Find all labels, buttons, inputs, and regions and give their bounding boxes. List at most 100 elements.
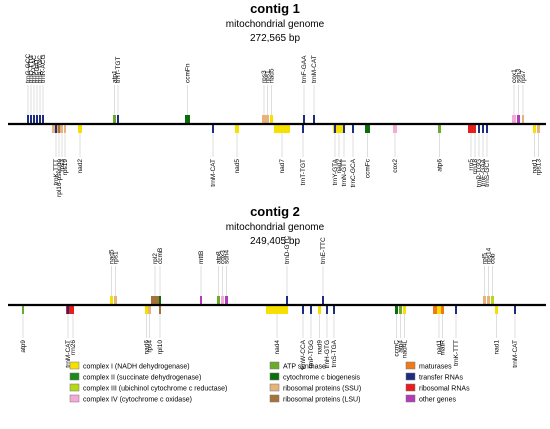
gene-label: nad1: [436, 340, 443, 355]
gene-label: trnC-GCA: [350, 158, 357, 187]
gene-box: [343, 124, 345, 133]
gene-label: nad1: [494, 340, 501, 355]
gene-box: [55, 124, 57, 133]
gene-box: [303, 115, 305, 124]
legend-label: ribosomal proteins (LSU): [283, 397, 360, 404]
gene-ccmB: ccmB: [157, 248, 164, 305]
gene-label: trnK-TTT: [53, 159, 60, 185]
gene-label: trnM-CAT: [210, 159, 217, 187]
gene-box: [333, 124, 345, 133]
gene-label: cox2: [392, 159, 399, 173]
gene-nad1: nad1: [494, 305, 501, 354]
gene-box: [514, 305, 516, 314]
gene-label: cox3: [220, 250, 227, 264]
gene-label: ccmFn: [185, 63, 192, 83]
gene-label: rps4: [147, 340, 154, 353]
gene-box: [352, 124, 354, 133]
gene-box: [212, 124, 214, 133]
contig-title: contig 1: [250, 1, 300, 16]
legend-item: complex I (NADH dehydrogenase): [69, 361, 190, 371]
gene-box: [39, 115, 41, 124]
gene-box: [64, 124, 66, 133]
contig-2: contig 2 mitochondrial genome 249,405 bp at…: [8, 204, 546, 370]
gene-label: trnM-CAT: [65, 340, 72, 368]
gene-ccmFc: ccmFc: [365, 124, 372, 178]
gene-trnF-GAA: trnF-GAA: [301, 55, 308, 124]
gene-rps3: rps3: [59, 124, 66, 172]
gene-label: trnF-GAA: [480, 158, 487, 186]
gene-label: trnG-GCC: [25, 53, 32, 83]
gene-sdh4: sdh4: [224, 250, 231, 305]
gene-box: [313, 115, 315, 124]
gene-box: [487, 296, 490, 305]
gene-atp9: atp9: [20, 305, 27, 353]
gene-box: [159, 305, 161, 314]
legend-item: ribosomal proteins (LSU): [269, 394, 360, 404]
gene-trnG-GCC: trnG-GCC: [25, 53, 32, 124]
gene-box: [66, 305, 74, 314]
gene-box: [533, 124, 536, 133]
gene-trnS-GCT: trnS-GCT: [484, 124, 491, 187]
legend-item: transfer RNAs: [405, 372, 463, 382]
gene-box: [270, 115, 273, 124]
gene-label: rps13: [536, 159, 543, 176]
gene-nad5: nad5: [234, 124, 241, 173]
legend-item: cytochrome c biogenesis: [269, 372, 361, 382]
gene-trnK-TTT: trnK-TTT: [53, 124, 60, 185]
gene-box: [537, 124, 540, 133]
legend-item: complex III (ubichinol cytochrome c redu…: [69, 383, 227, 393]
gene-trnN-GTT: trnN-GTT: [341, 124, 348, 186]
gene-box: [114, 296, 117, 305]
gene-trnS-TGA: trnS-TGA: [331, 305, 338, 367]
legend-item: complex II (succinate dehydrogenase): [69, 372, 201, 382]
gene-atp8: atp8: [216, 251, 223, 305]
legend-item: other genes: [405, 394, 456, 404]
gene-label: nad2: [336, 159, 343, 174]
gene-box: [221, 296, 224, 305]
gene-box: [517, 115, 520, 124]
gene-rrna: [66, 305, 74, 314]
gene-nad5: nad5: [269, 68, 276, 124]
gene-label: trnK-TTT: [453, 340, 460, 366]
gene-box: [262, 115, 266, 124]
gene-rrn5: rrn5: [468, 124, 475, 171]
gene-label: rrn5: [468, 159, 475, 171]
gene-label: atp1: [112, 70, 119, 83]
gene-label: trnM-CAT: [311, 55, 318, 83]
gene-rrn26: rrn26: [70, 305, 77, 355]
gene-label: trnP-TGG: [308, 340, 315, 368]
gene-label: trnQ-TTG: [28, 55, 35, 83]
gene-trnM-CAT: trnM-CAT: [210, 124, 217, 187]
gene-box: [225, 296, 228, 305]
gene-nad2: nad2: [333, 124, 345, 173]
legend-swatch: [269, 383, 280, 392]
gene-box: [441, 305, 444, 314]
gene-trnT-TGT: trnT-TGT: [115, 57, 122, 124]
gene-nad1: nad1: [532, 124, 539, 173]
gene-box: [395, 305, 398, 314]
gene-box: [512, 115, 516, 124]
gene-label: atp6: [437, 159, 444, 172]
gene-box: [185, 115, 190, 124]
gene-box: [522, 115, 524, 124]
gene-atp4: atp4: [398, 305, 405, 353]
legend-item: maturases: [405, 361, 452, 371]
gene-label: rpl16-pseudo: [56, 159, 63, 197]
gene-label: atp9: [20, 340, 27, 353]
gene-box: [78, 124, 82, 133]
gene-box: [58, 124, 60, 133]
gene-trnM-CAT: trnM-CAT: [65, 305, 72, 368]
gene-ccmC: ccmC: [394, 305, 401, 357]
gene-box: [393, 124, 397, 133]
gene-label: cox1: [511, 69, 518, 83]
gene-rps13: rps13: [536, 124, 543, 175]
gene-rps1: rps1: [113, 251, 120, 305]
gene-ccmFn: ccmFn: [185, 63, 192, 124]
contig-size: 249,405 bp: [250, 236, 300, 247]
gene-rps7: rps7: [520, 70, 527, 124]
gene-label: trnY-GTA: [332, 158, 339, 185]
legend-label: cytochrome c biogenesis: [283, 375, 361, 382]
gene-box: [433, 305, 437, 314]
legend-label: ATP synthase: [283, 364, 326, 371]
